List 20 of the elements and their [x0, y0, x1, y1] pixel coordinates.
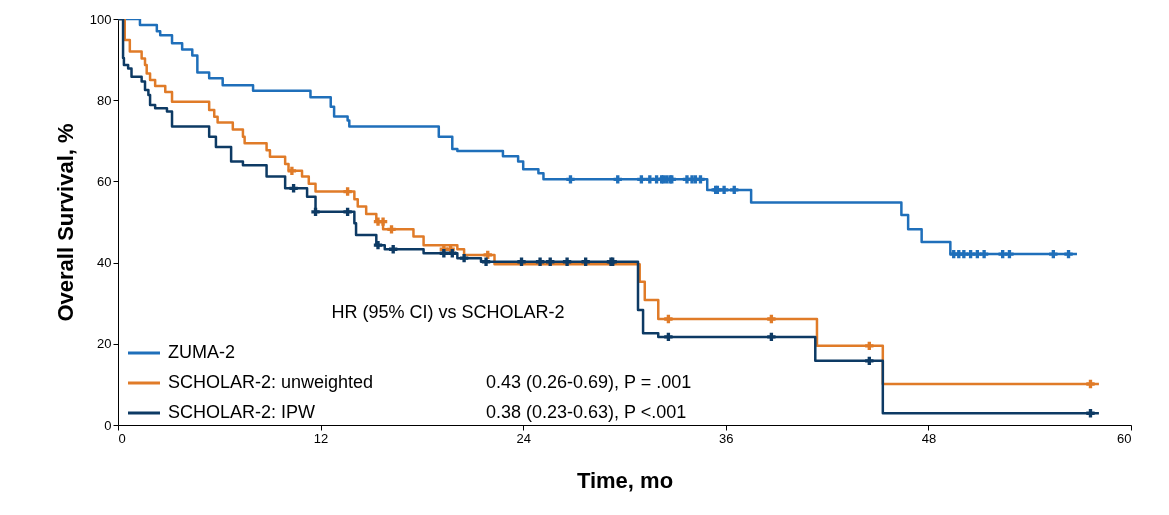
annotation: 0.38 (0.23-0.63), P <.001 — [486, 402, 687, 422]
y-tick-label: 0 — [104, 417, 112, 433]
y-tick-label: 20 — [97, 336, 112, 352]
annotation: HR (95% CI) vs SCHOLAR-2 — [331, 302, 565, 322]
x-tick-label: 24 — [516, 430, 531, 446]
x-axis-title: Time, mo — [576, 467, 674, 493]
y-tick-label: 80 — [97, 92, 112, 108]
x-tick-label: 0 — [118, 430, 126, 446]
y-tick-label: 40 — [97, 255, 112, 271]
legend-label: SCHOLAR-2: IPW — [168, 402, 316, 422]
y-axis-title: Overall Survival, % — [52, 123, 78, 322]
y-tick-label: 60 — [97, 173, 112, 189]
x-tick-label: 60 — [1117, 430, 1132, 446]
annotation: 0.43 (0.26-0.69), P = .001 — [486, 372, 692, 392]
x-tick-label: 12 — [313, 430, 329, 446]
y-tick-label: 100 — [89, 11, 112, 27]
legend-label: SCHOLAR-2: unweighted — [168, 372, 374, 392]
x-tick-label: 36 — [719, 430, 734, 446]
x-tick-label: 48 — [921, 430, 937, 446]
legend-label: ZUMA-2 — [168, 342, 235, 362]
